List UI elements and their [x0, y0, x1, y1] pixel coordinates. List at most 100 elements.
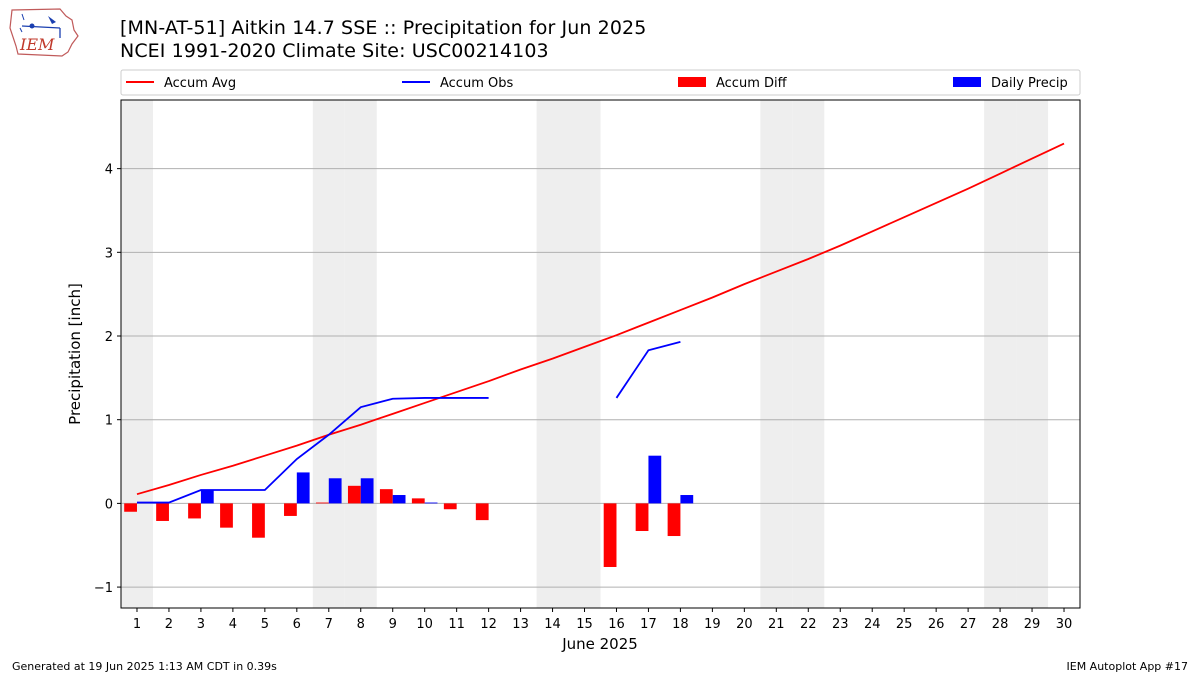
- x-tick-label: 3: [197, 617, 205, 632]
- x-tick-label: 26: [928, 617, 945, 632]
- grid-lines: [121, 168, 1080, 588]
- y-tick-label: 4: [105, 163, 113, 178]
- x-tick-label: 23: [832, 617, 849, 632]
- x-axis-label: June 2025: [561, 635, 638, 653]
- accum-diff-bar: [411, 498, 425, 504]
- y-tick-label: −1: [94, 581, 113, 596]
- x-tick-label: 24: [864, 617, 881, 632]
- x-tick-label: 30: [1056, 617, 1073, 632]
- accum-obs-line: [136, 397, 489, 504]
- accum-diff-bar: [347, 485, 361, 504]
- daily-precip-bar: [328, 478, 342, 504]
- weekend-band: [312, 100, 345, 608]
- x-tick-label: 2: [165, 617, 173, 632]
- accum-diff-bar: [124, 503, 137, 512]
- x-tick-label: 8: [357, 617, 365, 632]
- daily-precip-bar: [680, 495, 694, 504]
- accum-diff-bar: [188, 503, 201, 519]
- legend-accum-diff: Accum Diff: [678, 76, 788, 91]
- x-tick-label: 10: [416, 617, 433, 632]
- x-tick-label: 15: [576, 617, 593, 632]
- x-tick-label: 16: [608, 617, 625, 632]
- accum-diff-bar: [315, 502, 329, 504]
- weekend-band: [121, 100, 153, 608]
- accum-diff-bar: [156, 503, 169, 521]
- x-tick-label: 25: [896, 617, 913, 632]
- x-tick-label: 12: [480, 617, 497, 632]
- x-tick-label: 7: [325, 617, 333, 632]
- x-tick-label: 4: [229, 617, 237, 632]
- weekend-shading: [121, 100, 1049, 608]
- legend-label: Accum Diff: [716, 76, 788, 91]
- x-tick-label: 18: [672, 617, 689, 632]
- daily-precip-bar: [360, 478, 374, 504]
- legend-label: Accum Avg: [164, 76, 236, 91]
- x-tick-label: 1: [133, 617, 141, 632]
- y-axis-label: Precipitation [inch]: [66, 283, 84, 425]
- legend-swatch: [953, 77, 981, 87]
- x-tick-label: 13: [512, 617, 529, 632]
- chart-title: [MN-AT-51] Aitkin 14.7 SSE :: Precipitat…: [120, 17, 647, 39]
- y-tick-label: 1: [105, 414, 113, 429]
- legend-label: Accum Obs: [440, 76, 513, 91]
- weekend-band: [792, 100, 825, 608]
- y-axis-ticks: −1 0 1 2 3 4: [94, 163, 121, 596]
- x-tick-label: 19: [704, 617, 721, 632]
- x-tick-label: 27: [960, 617, 977, 632]
- weekend-band: [568, 100, 601, 608]
- accum-diff-bar: [475, 503, 489, 521]
- x-axis-ticks: 1 2 3 4 5 6 7 8 9 10 11 12 13 14 15 16 17 18 19 20 21 22 23 24 2…: [133, 608, 1072, 632]
- legend-daily-precip: Daily Precip: [953, 76, 1068, 91]
- y-tick-label: 2: [105, 330, 113, 345]
- accum-avg-line: [136, 142, 1065, 496]
- legend: Accum Avg Accum Obs Accum Diff Daily Precip: [120, 69, 1081, 96]
- accum-diff-bar: [252, 503, 265, 538]
- daily-precip-bar: [648, 455, 662, 504]
- accum-diff-bar: [284, 503, 297, 516]
- daily-precip-bar: [200, 489, 214, 504]
- x-tick-label: 9: [389, 617, 397, 632]
- plot-frame: [120, 99, 1081, 609]
- chart-subtitle: NCEI 1991-2020 Climate Site: USC00214103: [120, 40, 549, 62]
- bars: [124, 455, 694, 567]
- weekend-band: [760, 100, 793, 608]
- generated-timestamp: Generated at 19 Jun 2025 1:13 AM CDT in …: [12, 660, 277, 673]
- x-tick-label: 5: [261, 617, 269, 632]
- weekend-band: [984, 100, 1017, 608]
- weekend-band: [536, 100, 569, 608]
- accum-diff-bar: [379, 489, 393, 504]
- accum-diff-bar: [667, 503, 681, 537]
- x-tick-label: 11: [448, 617, 465, 632]
- x-tick-label: 6: [293, 617, 301, 632]
- y-tick-label: 0: [105, 497, 113, 512]
- accum-diff-bar: [603, 503, 617, 567]
- legend-accum-obs: Accum Obs: [402, 76, 513, 91]
- daily-precip-bar: [392, 495, 406, 504]
- x-tick-label: 29: [1024, 617, 1041, 632]
- accum-diff-bar: [443, 503, 457, 510]
- series-lines: [136, 142, 1065, 504]
- weekend-band: [1016, 100, 1049, 608]
- daily-precip-bar: [424, 502, 438, 504]
- x-tick-label: 22: [800, 617, 817, 632]
- accum-obs-line: [615, 340, 681, 399]
- y-tick-label: 3: [105, 246, 113, 261]
- accum-diff-bar: [220, 503, 233, 528]
- x-tick-label: 28: [992, 617, 1009, 632]
- x-tick-label: 20: [736, 617, 753, 632]
- x-tick-label: 17: [640, 617, 657, 632]
- weekend-band: [344, 100, 377, 608]
- legend-box: [120, 69, 1081, 96]
- logo-text: IEM: [19, 35, 55, 54]
- accum-diff-bar: [635, 503, 649, 532]
- app-credit: IEM Autoplot App #17: [1066, 660, 1189, 673]
- x-tick-label: 21: [768, 617, 785, 632]
- daily-precip-bar: [296, 472, 310, 504]
- legend-swatch: [678, 77, 706, 87]
- legend-accum-avg: Accum Avg: [126, 76, 236, 91]
- legend-label: Daily Precip: [991, 76, 1068, 91]
- iem-logo: IEM: [9, 8, 79, 57]
- x-tick-label: 14: [544, 617, 561, 632]
- iowa-outline-icon: [9, 8, 79, 57]
